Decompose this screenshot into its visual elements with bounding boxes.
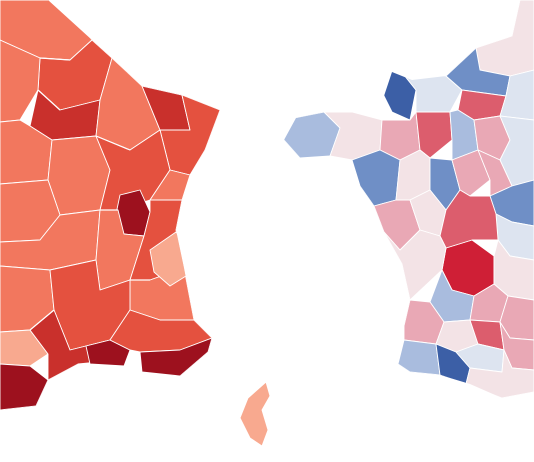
right-region-nord	[475, 0, 534, 77]
left-region-corse	[239, 381, 271, 447]
right-region-ardennes	[499, 69, 534, 121]
left-region-alpes-maritimes	[139, 337, 213, 377]
left-region-pyrenees-se	[0, 363, 49, 410]
right-region-eure-et-loir	[415, 111, 453, 159]
right-choropleth-map	[284, 0, 534, 398]
right-region-vendee	[351, 149, 401, 207]
left-region-herault	[85, 339, 131, 367]
right-region-cher	[451, 149, 491, 197]
left-choropleth-map	[0, 0, 220, 410]
left-region-pyrenees-sw	[0, 329, 49, 367]
left-region-normandie	[0, 39, 41, 123]
right-region-manche	[381, 69, 417, 121]
right-region-pyrenees-atlantiques	[397, 339, 441, 376]
